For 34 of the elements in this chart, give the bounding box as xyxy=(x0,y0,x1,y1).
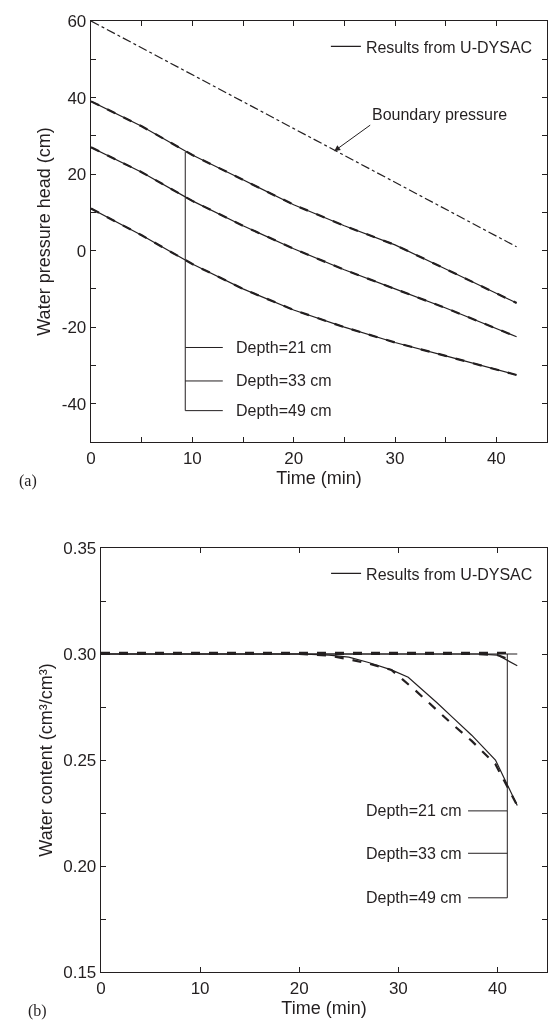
x-tick-label: 20 xyxy=(289,978,309,998)
text: 0.20 xyxy=(63,856,97,876)
text: (b) xyxy=(28,1002,47,1020)
annotation: Depth=21 cm xyxy=(236,339,332,356)
text: 0.30 xyxy=(63,644,97,664)
x-tick-label: 10 xyxy=(190,978,210,998)
x-tick-label: 40 xyxy=(486,448,506,468)
y-tick-label: 0.35 xyxy=(63,538,97,558)
annotation: Depth=49 cm xyxy=(366,889,462,906)
x-tick-label: 20 xyxy=(284,448,304,468)
annotation: Depth=33 cm xyxy=(366,845,462,862)
x-tick-label: 30 xyxy=(385,448,405,468)
x-tick-label: 40 xyxy=(487,978,507,998)
x-axis-title: Time (min) xyxy=(281,997,367,1018)
legend-label: Results from U-DYSAC xyxy=(366,565,533,583)
y-tick-label: 40 xyxy=(67,88,87,108)
y-tick-label: 0.25 xyxy=(63,750,97,770)
x-axis-title: Time (min) xyxy=(276,467,362,488)
y-tick-label: -40 xyxy=(61,394,87,414)
annotation: Depth=49 cm xyxy=(236,402,332,419)
x-tick-label: 30 xyxy=(388,978,408,998)
legend-label: Results from U-DYSAC xyxy=(365,38,533,56)
y-tick-label: -20 xyxy=(61,318,87,338)
text: (a) xyxy=(19,472,37,490)
y-axis-title: Water content (cm³/cm³) xyxy=(35,663,56,857)
y-tick-label: 0 xyxy=(76,241,87,261)
y-tick-label: 60 xyxy=(67,11,87,31)
annotation: Depth=33 cm xyxy=(236,372,332,389)
annotation: Boundary pressure xyxy=(372,106,508,123)
y-axis-title: Water pressure head (cm) xyxy=(34,127,55,336)
y-tick-label: 20 xyxy=(67,165,87,185)
y-tick-label: 0.15 xyxy=(63,962,97,982)
x-tick-label: 10 xyxy=(182,448,202,468)
annotation: Depth=21 cm xyxy=(366,802,462,819)
